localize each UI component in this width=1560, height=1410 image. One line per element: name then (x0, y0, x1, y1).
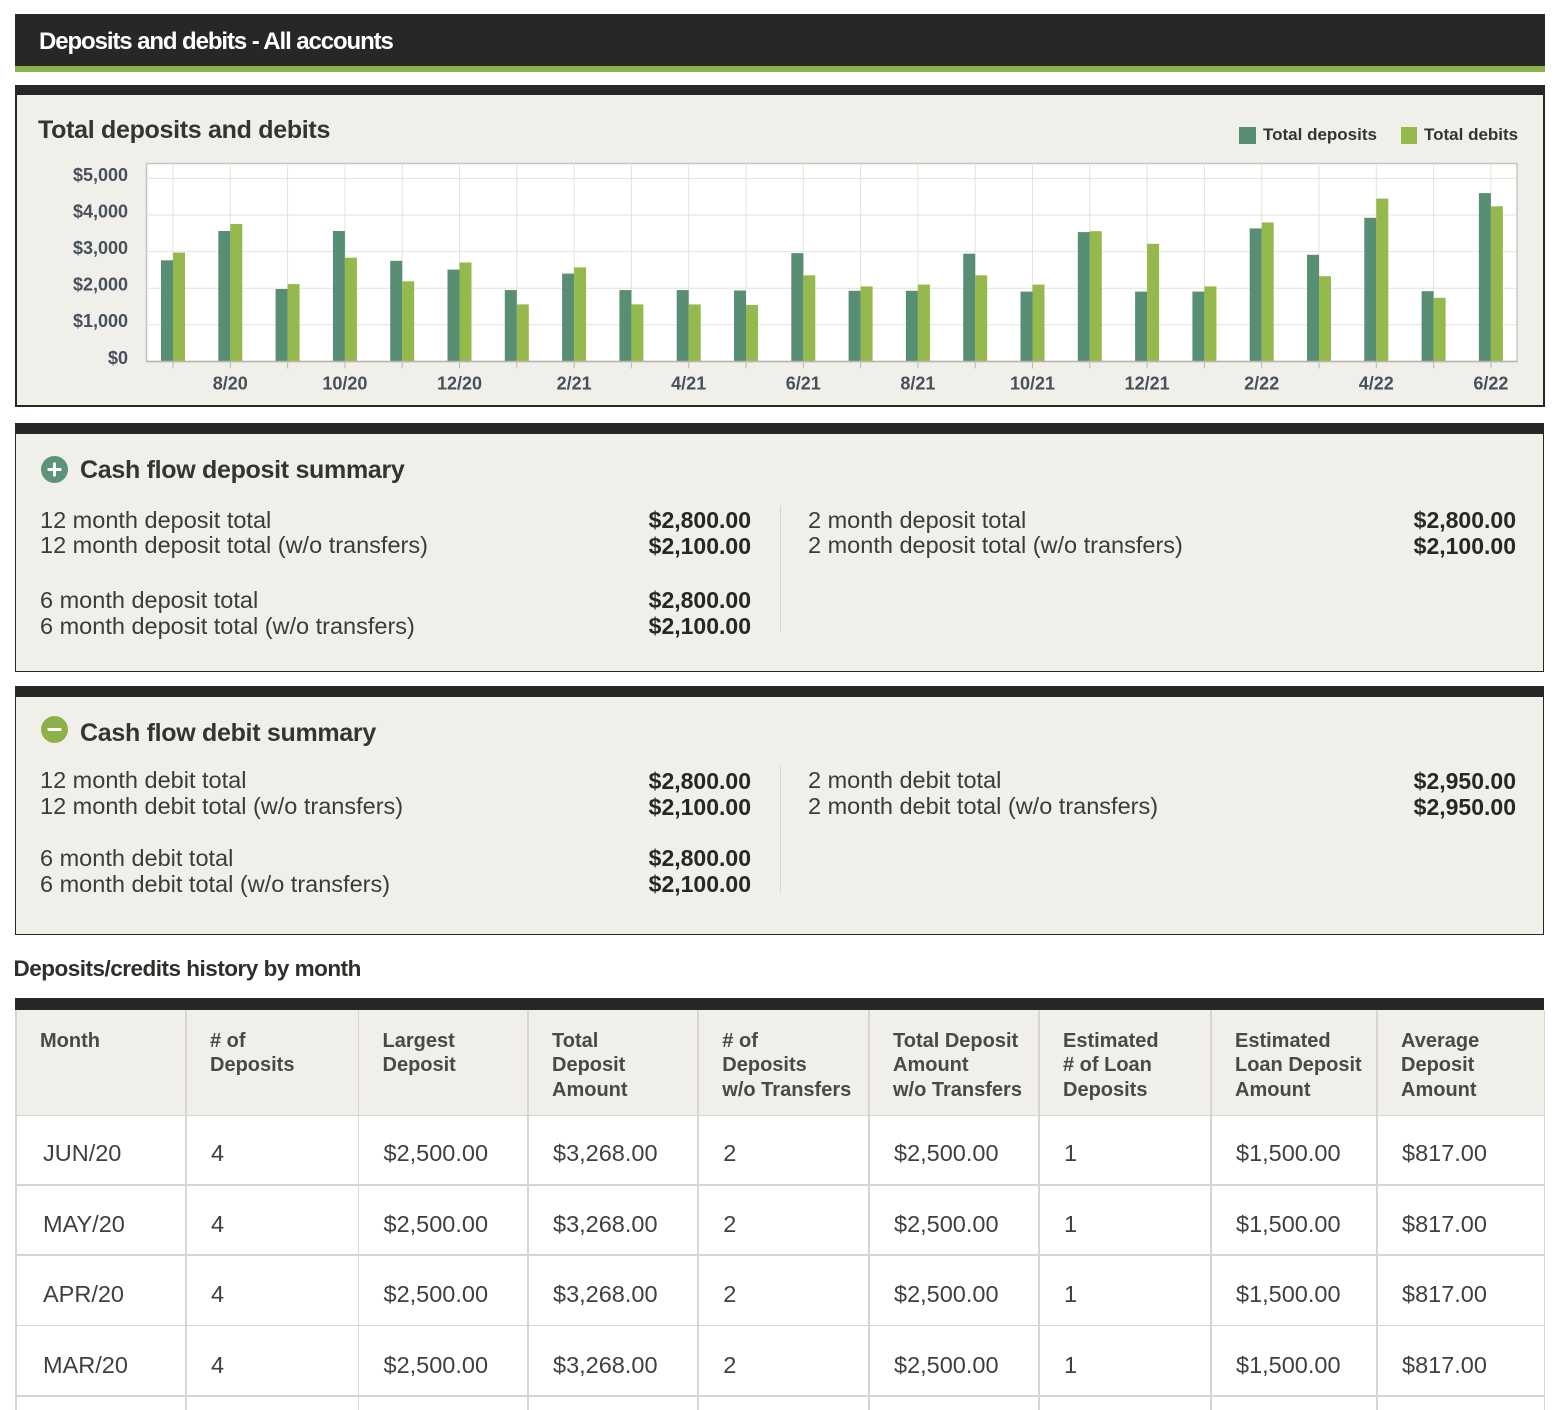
svg-text:2/21: 2/21 (557, 374, 592, 394)
svg-text:$3,000: $3,000 (73, 238, 128, 258)
svg-text:4/21: 4/21 (671, 374, 706, 394)
svg-text:10/20: 10/20 (322, 374, 367, 394)
svg-text:$2,000: $2,000 (73, 275, 128, 295)
svg-text:$0: $0 (108, 348, 128, 368)
svg-text:8/20: 8/20 (213, 374, 248, 394)
svg-text:12/21: 12/21 (1125, 374, 1170, 394)
svg-text:12/20: 12/20 (437, 374, 482, 394)
svg-text:$5,000: $5,000 (73, 165, 128, 185)
svg-text:2/22: 2/22 (1244, 374, 1279, 394)
svg-text:6/22: 6/22 (1473, 374, 1508, 394)
svg-text:$4,000: $4,000 (73, 201, 128, 221)
svg-text:8/21: 8/21 (900, 374, 935, 394)
svg-text:$1,000: $1,000 (73, 311, 128, 331)
svg-text:4/22: 4/22 (1359, 374, 1394, 394)
svg-text:10/21: 10/21 (1010, 374, 1055, 394)
svg-text:6/21: 6/21 (786, 374, 821, 394)
